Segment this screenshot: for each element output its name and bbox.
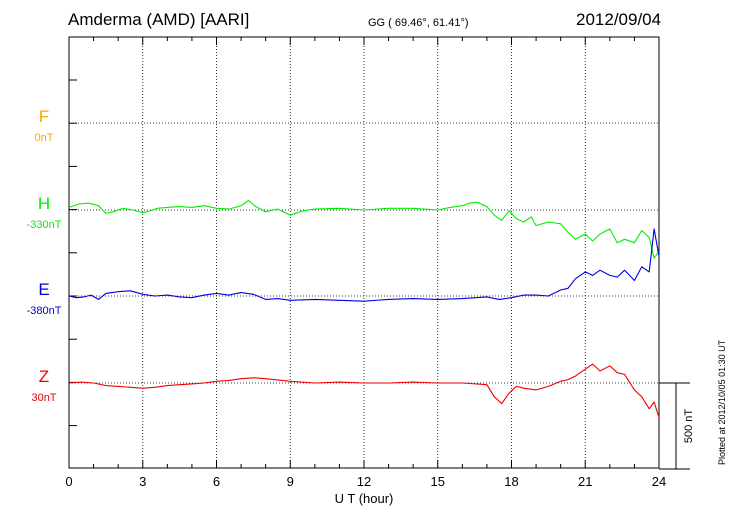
component-label: H: [38, 194, 50, 213]
component-offset-label: -380nT: [27, 305, 62, 317]
series-line: [68, 363, 660, 418]
chart-date: 2012/09/04: [576, 10, 662, 29]
x-tick-label: 24: [652, 474, 666, 489]
x-axis-label: U T (hour): [335, 491, 394, 506]
x-tick-label: 3: [139, 474, 146, 489]
component-offset-label: 0nT: [35, 132, 54, 144]
station-coordinates: GG ( 69.46°, 61.41°): [368, 17, 469, 29]
series-line: [68, 199, 660, 259]
x-tick-label: 9: [287, 474, 294, 489]
component-offset-label: 30nT: [31, 392, 56, 404]
component-label: Z: [39, 367, 49, 386]
series-line: [68, 228, 660, 302]
x-tick-label: 15: [431, 474, 445, 489]
component-label: F: [39, 107, 49, 126]
x-tick-label: 6: [213, 474, 220, 489]
x-tick-label: 21: [578, 474, 592, 489]
scale-bar-label: 500 nT: [683, 409, 695, 444]
station-title: Amderma (AMD) [AARI]: [68, 10, 250, 29]
x-tick-label: 12: [357, 474, 371, 489]
component-offset-label: -330nT: [27, 219, 62, 231]
x-tick-label: 18: [504, 474, 518, 489]
plotted-timestamp: Plotted at 2012/10/05 01:30 UT: [717, 339, 727, 465]
component-label: E: [38, 280, 49, 299]
x-tick-label: 0: [65, 474, 72, 489]
